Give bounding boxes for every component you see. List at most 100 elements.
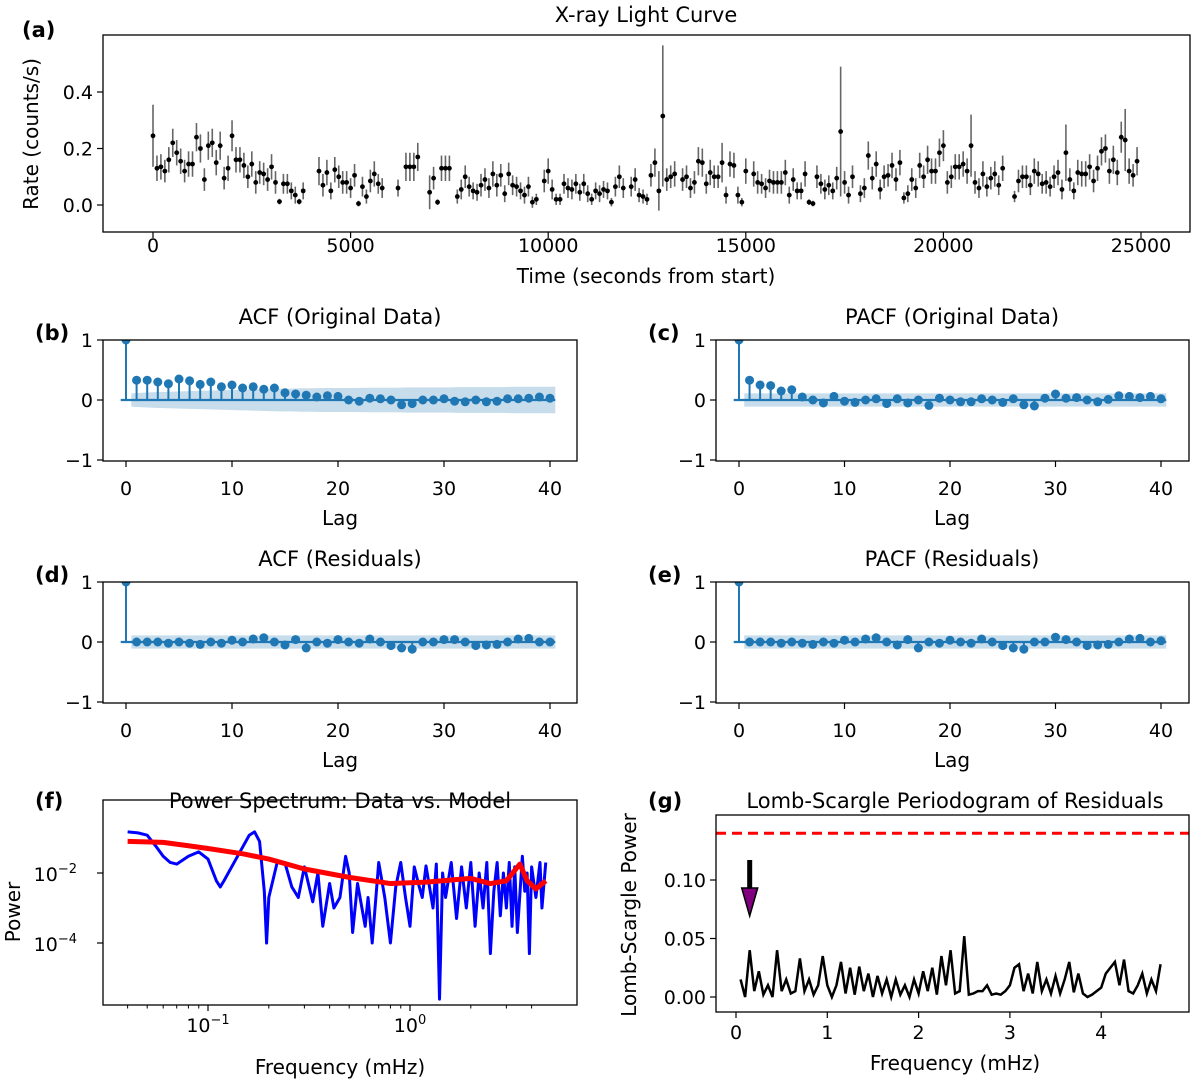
data-point bbox=[482, 177, 488, 182]
data-point bbox=[526, 184, 531, 190]
stem-marker bbox=[322, 391, 332, 401]
stem-marker bbox=[153, 637, 163, 647]
x-tick-label: 10 bbox=[220, 478, 244, 500]
x-tick-label: 30 bbox=[1043, 478, 1067, 500]
data-point bbox=[194, 134, 199, 140]
stem-marker bbox=[1008, 394, 1018, 404]
data-point bbox=[703, 181, 709, 187]
stem-marker bbox=[545, 637, 555, 647]
data-point bbox=[371, 171, 377, 177]
data-point bbox=[1110, 157, 1116, 163]
x-axis-label: Frequency (mHz) bbox=[255, 1055, 425, 1079]
tick-exponent: −1 bbox=[211, 1013, 230, 1028]
stem-marker bbox=[227, 635, 237, 645]
y-tick-label: 1 bbox=[81, 572, 93, 594]
data-point bbox=[415, 154, 421, 160]
data-point bbox=[992, 171, 998, 177]
data-point bbox=[968, 143, 974, 149]
x-axis-label: Frequency (mHz) bbox=[870, 1051, 1040, 1075]
stem-marker bbox=[439, 635, 449, 645]
y-tick-label: 0.05 bbox=[664, 929, 706, 951]
data-point bbox=[822, 187, 828, 192]
data-point bbox=[956, 164, 962, 170]
data-point bbox=[648, 172, 654, 178]
y-tick-label: −1 bbox=[65, 692, 93, 714]
panel-a: X-ray Light Curve (a) Time (seconds from s… bbox=[19, 3, 1191, 288]
stem-marker bbox=[121, 340, 131, 345]
data-point bbox=[984, 184, 990, 190]
data-point bbox=[1106, 168, 1112, 174]
chart-title: ACF (Residuals) bbox=[258, 547, 421, 571]
y-tick-label: 0.10 bbox=[664, 870, 706, 892]
stem-marker bbox=[1008, 643, 1018, 653]
stem-marker bbox=[1082, 395, 1092, 405]
data-point bbox=[316, 168, 322, 174]
stem-marker bbox=[1051, 389, 1060, 399]
data-point bbox=[529, 199, 535, 205]
data-point bbox=[948, 174, 954, 180]
panel-label: (d) bbox=[35, 563, 69, 587]
data-point bbox=[814, 174, 820, 180]
stem-marker bbox=[333, 635, 343, 645]
data-point bbox=[360, 184, 365, 190]
stem-marker bbox=[407, 399, 417, 409]
stem-marker bbox=[354, 396, 364, 406]
stem-marker bbox=[195, 639, 205, 649]
stem-marker bbox=[1156, 394, 1166, 404]
data-point bbox=[320, 182, 326, 188]
stem-marker bbox=[259, 384, 269, 394]
stem-marker bbox=[1019, 644, 1029, 654]
data-point bbox=[277, 199, 282, 205]
x-tick-label: 20 bbox=[326, 478, 350, 500]
data-point bbox=[174, 150, 180, 156]
data-point bbox=[364, 194, 369, 199]
panel-g: Lomb-Scargle Periodogram of Residuals (g)… bbox=[617, 789, 1190, 1075]
data-point bbox=[494, 182, 500, 188]
stem-marker bbox=[1156, 636, 1166, 646]
data-point bbox=[273, 180, 278, 185]
x-tick-label: 40 bbox=[1149, 720, 1173, 742]
data-point bbox=[427, 189, 433, 195]
plot-area bbox=[733, 582, 1167, 654]
stem-marker bbox=[1061, 393, 1071, 403]
data-point bbox=[229, 133, 235, 139]
data-point bbox=[802, 171, 808, 177]
y-tick-label: 10−4 bbox=[34, 932, 77, 956]
data-point bbox=[1122, 137, 1128, 143]
stem-marker bbox=[238, 383, 248, 393]
x-tick-label: 40 bbox=[538, 478, 562, 500]
data-point bbox=[731, 163, 737, 168]
x-axis-label: Lag bbox=[322, 506, 358, 530]
stem-marker bbox=[861, 395, 871, 405]
data-point bbox=[577, 189, 583, 195]
tick-exponent: −4 bbox=[58, 932, 77, 947]
stem-marker bbox=[460, 397, 470, 407]
stem-marker bbox=[840, 635, 849, 645]
data-point bbox=[636, 192, 642, 198]
data-point bbox=[182, 168, 188, 174]
stem-marker bbox=[428, 637, 438, 647]
x-tick-label: 20000 bbox=[913, 235, 973, 257]
data-point bbox=[352, 172, 357, 178]
data-point bbox=[826, 182, 832, 188]
data-point bbox=[431, 175, 436, 181]
data-point bbox=[1083, 171, 1089, 177]
data-point bbox=[300, 188, 306, 194]
stem-marker bbox=[1093, 397, 1103, 407]
plot-area bbox=[733, 340, 1167, 411]
data-point bbox=[715, 174, 721, 180]
chart-title: PACF (Residuals) bbox=[865, 547, 1040, 571]
stem-marker bbox=[492, 396, 502, 406]
data-point bbox=[632, 177, 638, 182]
data-point bbox=[253, 180, 259, 185]
stem-marker bbox=[216, 382, 226, 392]
stem-marker bbox=[913, 643, 923, 653]
tick-base: 10 bbox=[394, 1015, 418, 1037]
x-tick-label: 40 bbox=[1149, 478, 1173, 500]
data-point bbox=[763, 185, 768, 191]
data-point bbox=[447, 165, 452, 171]
stem-marker bbox=[818, 637, 828, 647]
data-point bbox=[921, 174, 927, 180]
data-point bbox=[810, 201, 816, 206]
x-tick-label: 4 bbox=[1095, 1022, 1107, 1044]
